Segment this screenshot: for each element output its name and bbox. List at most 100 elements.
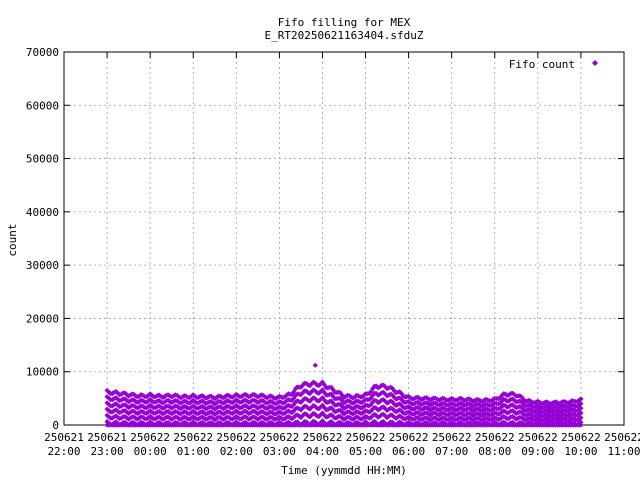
data-point	[366, 397, 372, 403]
data-point	[309, 389, 315, 395]
data-point	[149, 409, 155, 415]
data-point	[445, 417, 451, 423]
data-point	[546, 408, 552, 414]
data-point	[289, 416, 295, 422]
data-point	[282, 394, 288, 400]
x-tick-label: 250622	[216, 431, 256, 444]
data-point	[407, 415, 413, 421]
data-point	[337, 396, 343, 402]
data-point	[266, 394, 272, 400]
data-point	[565, 400, 571, 406]
data-point	[126, 405, 132, 411]
data-point	[118, 391, 124, 397]
data-point	[370, 392, 376, 398]
data-point	[113, 413, 119, 419]
x-tick-label: 10:00	[564, 445, 597, 458]
x-tick-label: 00:00	[134, 445, 167, 458]
data-point	[395, 414, 401, 420]
data-point	[144, 399, 150, 405]
data-point	[233, 397, 239, 403]
data-point	[544, 403, 550, 409]
data-point	[122, 419, 128, 425]
data-point	[325, 407, 331, 413]
data-point	[526, 397, 532, 403]
data-point	[406, 419, 412, 425]
data-point	[555, 404, 561, 410]
data-point	[415, 394, 421, 400]
data-point	[470, 413, 476, 419]
data-point	[221, 400, 227, 406]
data-point	[244, 415, 250, 421]
data-point	[188, 404, 194, 410]
data-point	[553, 407, 559, 413]
data-point	[165, 403, 171, 409]
data-point	[214, 394, 220, 400]
data-point	[183, 399, 189, 405]
data-point	[126, 393, 132, 399]
data-point	[122, 408, 128, 414]
data-point	[253, 398, 259, 404]
data-point	[221, 416, 227, 422]
data-point	[377, 413, 383, 419]
x-tick-label: 07:00	[435, 445, 468, 458]
x-tick-label: 250622	[346, 431, 386, 444]
data-point	[375, 385, 381, 391]
data-point	[260, 403, 266, 409]
data-point	[179, 394, 186, 400]
data-point	[242, 397, 248, 403]
data-point	[463, 407, 469, 413]
data-point	[377, 391, 383, 397]
data-point	[528, 416, 534, 422]
data-point	[140, 409, 146, 415]
data-point	[578, 405, 584, 411]
data-point	[479, 417, 485, 423]
data-point	[406, 404, 412, 410]
data-point	[578, 401, 584, 407]
data-point	[355, 415, 361, 421]
data-point	[312, 380, 318, 386]
data-point	[406, 399, 412, 405]
data-point	[284, 398, 290, 404]
data-point	[330, 387, 336, 393]
data-point	[488, 412, 494, 418]
data-point	[312, 396, 318, 402]
data-point	[476, 397, 482, 403]
x-tick-label: 23:00	[91, 445, 124, 458]
data-point	[424, 395, 430, 401]
x-tick-label: 09:00	[521, 445, 554, 458]
data-point	[109, 403, 116, 409]
data-point	[504, 404, 510, 410]
data-point	[445, 407, 451, 413]
x-tick-label: 250622	[389, 431, 429, 444]
data-point	[165, 414, 171, 420]
data-point	[328, 391, 334, 397]
data-point	[144, 394, 150, 400]
data-point	[388, 391, 394, 397]
data-point	[282, 410, 288, 416]
data-point	[165, 397, 171, 403]
data-point	[257, 410, 263, 416]
data-point	[325, 399, 331, 405]
data-point	[111, 414, 117, 420]
data-point	[278, 410, 284, 416]
data-point	[278, 415, 284, 421]
data-point	[183, 409, 189, 415]
data-point	[501, 419, 507, 425]
data-point	[239, 410, 245, 416]
data-point	[190, 397, 196, 403]
data-point	[222, 410, 229, 416]
data-point	[255, 411, 261, 417]
data-point	[463, 416, 469, 422]
data-point	[415, 399, 421, 405]
data-point	[576, 411, 582, 417]
x-tick-label: 250622	[561, 431, 601, 444]
data-point	[303, 388, 309, 394]
data-point	[152, 405, 159, 411]
data-point	[447, 396, 453, 402]
data-point	[210, 400, 216, 406]
data-point	[375, 392, 381, 398]
data-point	[325, 392, 331, 398]
data-point	[546, 417, 552, 423]
data-point	[113, 419, 119, 425]
data-point	[161, 405, 168, 411]
